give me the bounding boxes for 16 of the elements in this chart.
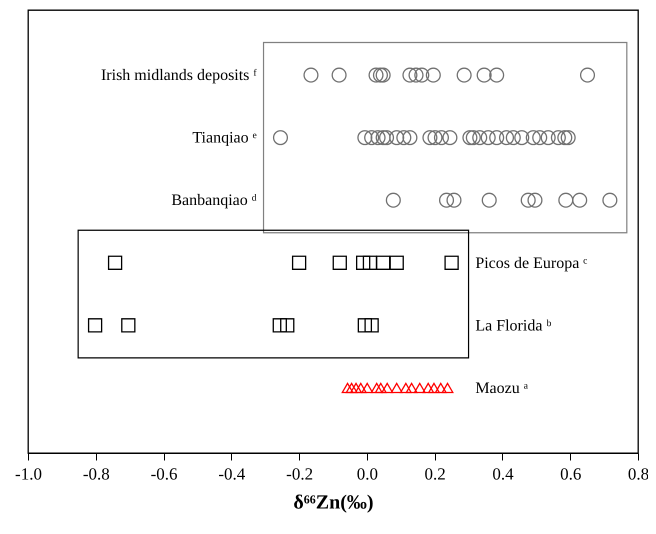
x-tick-label: 0.0 <box>356 464 378 484</box>
x-tick-label: -1.0 <box>15 464 42 484</box>
x-tick-label: 0.6 <box>560 464 582 484</box>
x-tick-label: 0.2 <box>424 464 446 484</box>
x-tick-label: -0.2 <box>286 464 314 484</box>
y-tick-label: Irish midlands deposits ᶠ <box>100 67 258 84</box>
y-tick-label: La Florida ᵇ <box>475 317 552 334</box>
y-tick-label: Banbanqiao ᵈ <box>171 192 257 210</box>
y-tick-label: Maozu ᵃ <box>475 380 529 397</box>
y-tick-label: Picos de Europa ᶜ <box>475 254 588 272</box>
x-axis-title: δ⁶⁶Zn(‰) <box>293 492 374 514</box>
x-tick-label: -0.6 <box>150 464 178 484</box>
x-tick-label: 0.4 <box>492 464 514 484</box>
x-tick-label: -0.8 <box>82 464 110 484</box>
y-tick-label: Tianqiao ᵉ <box>192 130 257 147</box>
x-tick-label: -0.4 <box>218 464 246 484</box>
